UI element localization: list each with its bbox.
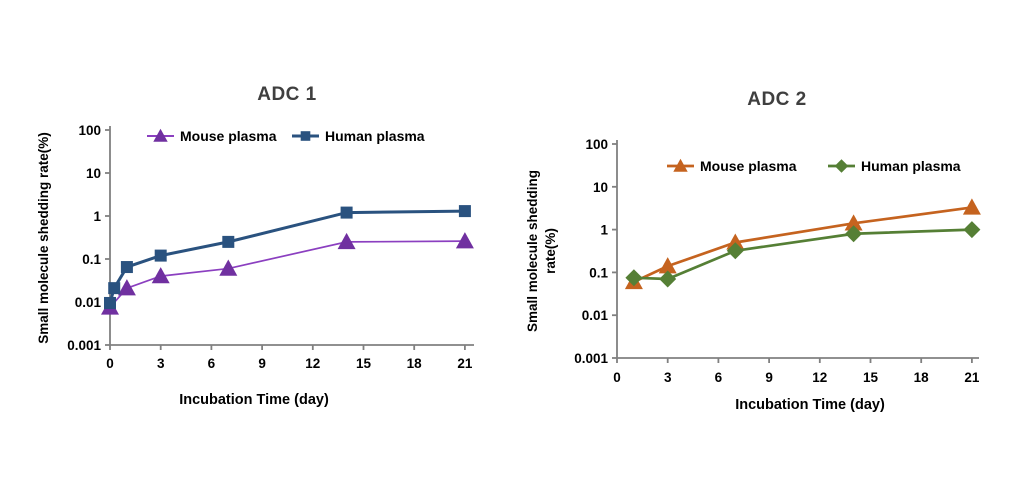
legend-label: Mouse plasma: [180, 128, 277, 144]
square-marker: [222, 235, 235, 248]
diamond-marker: [845, 225, 863, 243]
diamond-marker: [726, 242, 744, 260]
y-tick-label: 100: [78, 123, 101, 138]
x-tick-label: 15: [863, 370, 879, 385]
x-tick-label: 18: [407, 356, 423, 371]
series-line: [633, 228, 972, 281]
y-tick-label: 0.1: [589, 265, 608, 280]
legend-label: Human plasma: [325, 128, 425, 144]
y-tick-label: 10: [86, 166, 101, 181]
y-tick-label: 0.001: [67, 338, 101, 353]
series-human-plasma: [104, 205, 471, 309]
triangle-marker: [117, 279, 136, 296]
axes: [612, 140, 979, 363]
x-tick-label: 9: [765, 370, 773, 385]
x-tick-label: 0: [106, 356, 114, 371]
x-tick-label: 0: [613, 370, 621, 385]
legend: Mouse plasma Human plasma: [667, 158, 961, 174]
x-tick-label: 12: [812, 370, 827, 385]
square-marker: [120, 261, 133, 274]
tick-labels: 100 10 1 0.1 0.01 0.001 0 3 6 9 12 15 18 21: [67, 123, 473, 371]
square-marker: [108, 282, 121, 295]
series-human-plasma: [625, 221, 981, 288]
legend-item-mouse-plasma: Mouse plasma: [147, 128, 277, 144]
square-icon: [300, 131, 311, 141]
x-tick-label: 9: [258, 356, 266, 371]
plot-area-adc1: 100 10 1 0.1 0.01 0.001 0 3 6 9 12 15 18 21 Mouse plas…: [67, 123, 474, 371]
y-tick-label: 0.001: [574, 351, 608, 366]
legend-label: Human plasma: [861, 158, 961, 174]
triangle-marker: [658, 257, 677, 274]
y-tick-label: 10: [593, 180, 608, 195]
plot-area-adc2: 100 10 1 0.1 0.01 0.001 0 3 6 9 12 15 18 21 Mouse plas…: [574, 137, 981, 385]
x-tick-label: 21: [964, 370, 980, 385]
x-tick-label: 18: [914, 370, 930, 385]
x-axis-title: Incubation Time (day): [179, 392, 329, 408]
legend-item-mouse-plasma: Mouse plasma: [667, 158, 797, 174]
x-tick-label: 6: [715, 370, 723, 385]
legend-item-human-plasma: Human plasma: [292, 128, 425, 144]
y-tick-label: 0.1: [82, 252, 101, 267]
y-tick-label: 1: [93, 209, 101, 224]
triangle-marker: [455, 232, 474, 249]
triangle-marker: [337, 232, 356, 250]
diamond-marker: [659, 270, 677, 288]
x-tick-label: 3: [157, 356, 165, 371]
square-marker: [154, 249, 167, 262]
legend: Mouse plasma Human plasma: [147, 128, 425, 144]
chart-adc1: ADC 1 Small molecule shedding rate(%) 10…: [36, 84, 474, 408]
triangle-icon: [153, 128, 168, 142]
diamond-marker: [625, 269, 643, 287]
triangle-marker: [219, 259, 238, 276]
triangle-marker: [151, 267, 170, 284]
triangle-marker: [844, 214, 863, 231]
triangle-marker: [726, 233, 745, 250]
legend-item-human-plasma: Human plasma: [828, 158, 961, 174]
chart-title: ADC 1: [257, 84, 317, 105]
tick-labels: 100 10 1 0.1 0.01 0.001 0 3 6 9 12 15 18 21: [574, 137, 980, 385]
x-axis-title: Incubation Time (day): [735, 397, 885, 413]
triangle-icon: [673, 158, 688, 172]
y-tick-label: 0.01: [582, 308, 609, 323]
square-marker: [340, 206, 353, 219]
series-mouse-plasma: [101, 232, 474, 315]
x-tick-label: 6: [208, 356, 216, 371]
x-tick-label: 21: [457, 356, 473, 371]
legend-label: Mouse plasma: [700, 158, 797, 174]
y-tick-label: 1: [600, 223, 608, 238]
square-marker: [104, 296, 116, 309]
chart-adc2: ADC 2 Small molecule shedding rate(%) 10…: [512, 0, 1024, 489]
diamond-icon: [834, 159, 849, 173]
y-tick-label: 0.01: [75, 295, 102, 310]
x-tick-label: 15: [356, 356, 372, 371]
diamond-marker: [963, 221, 981, 239]
chart-title: ADC 2: [747, 89, 807, 110]
axes: [105, 126, 474, 350]
y-tick-label: 100: [585, 137, 608, 152]
x-tick-label: 3: [664, 370, 672, 385]
square-marker: [458, 205, 471, 218]
x-tick-label: 12: [305, 356, 320, 371]
triangle-marker: [962, 198, 981, 215]
